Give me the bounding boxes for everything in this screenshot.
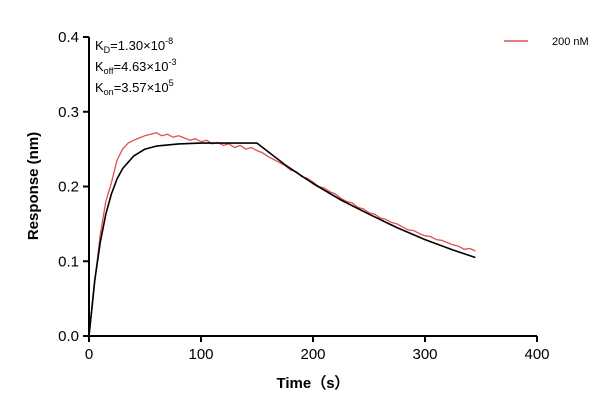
y-tick-label: 0.0 <box>58 328 79 345</box>
kon-annotation: Kon=3.57×105 <box>95 78 174 97</box>
x-tick-label: 200 <box>300 346 325 363</box>
x-tick-label: 0 <box>85 346 93 363</box>
series-group <box>88 132 476 337</box>
kd-annotation: KD=1.30×10-8 <box>95 36 173 55</box>
legend-label: 200 nM <box>552 36 589 48</box>
x-tick-label: 400 <box>524 346 549 363</box>
koff-annotation: Koff=4.63×10-3 <box>95 57 176 76</box>
legend: 200 nM <box>504 36 589 48</box>
x-axis-label: Time（s） <box>276 374 349 392</box>
y-tick-label: 0.1 <box>58 253 79 270</box>
fit-curve-line <box>88 142 476 337</box>
axes: 0 100 200 300 400 0.0 0.1 0.2 0.3 0.4 <box>58 29 549 363</box>
kinetics-annotations: KD=1.30×10-8 Koff=4.63×10-3 Kon=3.57×105 <box>95 36 176 97</box>
y-tick-label: 0.3 <box>58 104 79 121</box>
x-tick-label: 100 <box>188 346 213 363</box>
y-tick-label: 0.2 <box>58 179 79 196</box>
y-axis-label: Response (nm) <box>25 132 42 240</box>
y-tick-label: 0.4 <box>58 29 79 46</box>
series-200nM-line <box>88 132 476 337</box>
x-tick-label: 300 <box>412 346 437 363</box>
